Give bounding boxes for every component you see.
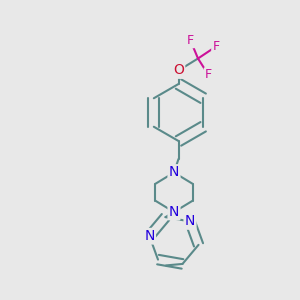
Text: N: N — [169, 166, 179, 179]
Text: F: F — [187, 34, 194, 47]
Text: N: N — [144, 229, 155, 243]
Text: N: N — [169, 205, 179, 219]
Text: F: F — [205, 68, 212, 82]
Text: N: N — [185, 214, 195, 229]
Text: F: F — [212, 40, 220, 53]
Text: O: O — [173, 64, 184, 77]
